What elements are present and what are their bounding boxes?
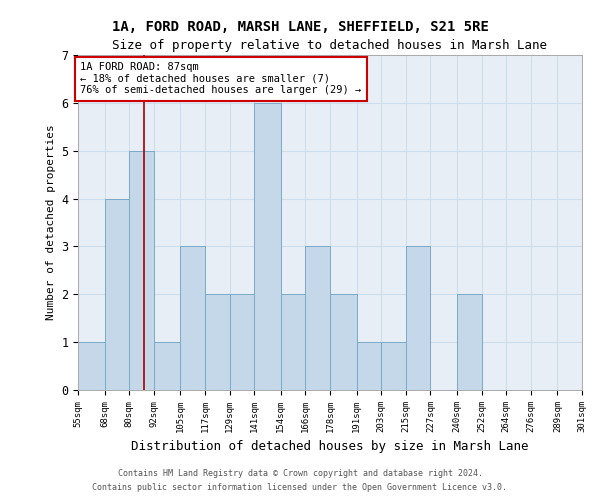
Text: Contains public sector information licensed under the Open Government Licence v3: Contains public sector information licen… (92, 484, 508, 492)
Bar (356, 342, 381, 390)
X-axis label: Distribution of detached houses by size in Marsh Lane: Distribution of detached houses by size … (131, 440, 529, 454)
Bar (254, 103, 281, 390)
Text: 1A FORD ROAD: 87sqm
← 18% of detached houses are smaller (7)
76% of semi-detache: 1A FORD ROAD: 87sqm ← 18% of detached ho… (80, 62, 361, 96)
Bar (205, 294, 230, 390)
Bar (181, 246, 205, 390)
Y-axis label: Number of detached properties: Number of detached properties (46, 124, 56, 320)
Bar (154, 342, 181, 390)
Bar (78, 342, 104, 390)
Bar (281, 294, 305, 390)
Bar (381, 342, 406, 390)
Bar (230, 294, 254, 390)
Bar (129, 150, 154, 390)
Bar (406, 246, 430, 390)
Text: Contains HM Land Registry data © Crown copyright and database right 2024.: Contains HM Land Registry data © Crown c… (118, 468, 482, 477)
Bar (305, 246, 330, 390)
Bar (104, 198, 129, 390)
Bar (457, 294, 482, 390)
Title: Size of property relative to detached houses in Marsh Lane: Size of property relative to detached ho… (113, 40, 548, 52)
Bar (330, 294, 356, 390)
Text: 1A, FORD ROAD, MARSH LANE, SHEFFIELD, S21 5RE: 1A, FORD ROAD, MARSH LANE, SHEFFIELD, S2… (112, 20, 488, 34)
